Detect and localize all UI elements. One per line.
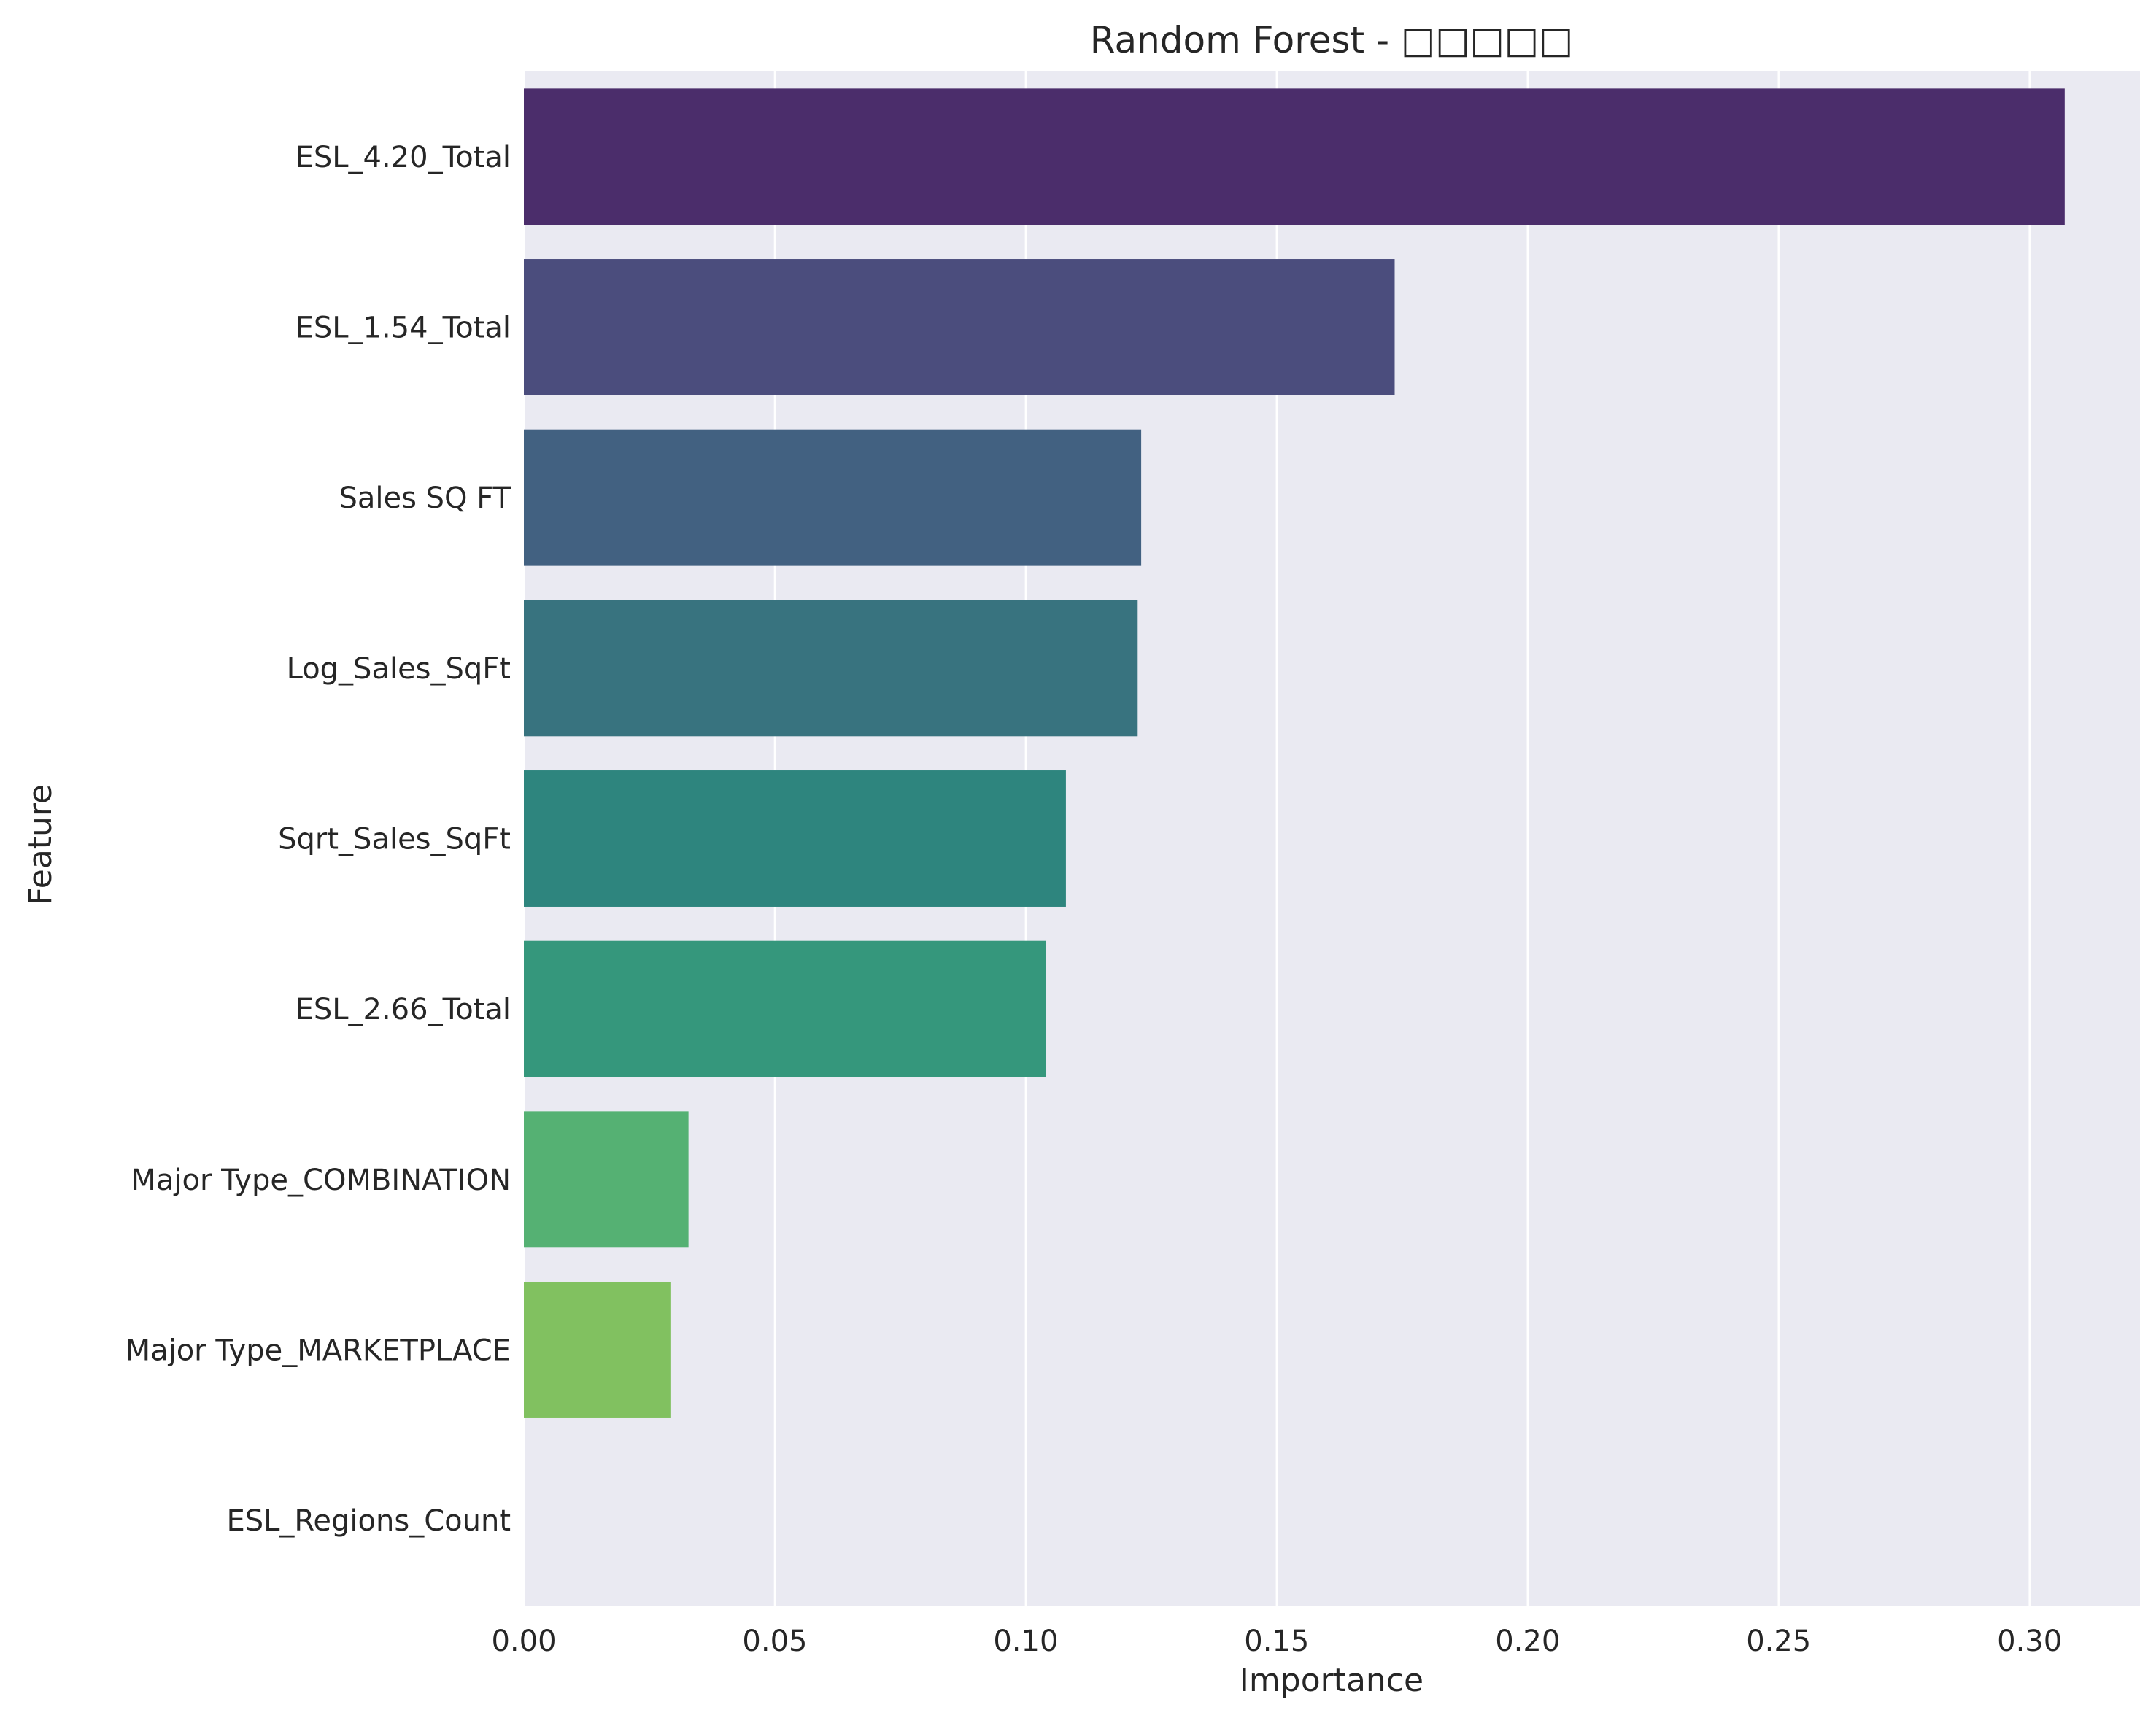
chart-title: Random Forest - □□□□□	[1090, 19, 1573, 61]
x-tick-labels: 0.00 0.05 0.10 0.15 0.20 0.25 0.30	[491, 1625, 2062, 1658]
x-tick-label: 0.10	[993, 1625, 1058, 1658]
x-tick-label: 0.05	[742, 1625, 807, 1658]
bars	[524, 88, 2065, 1418]
y-tick-label: Major Type_MARKETPLACE	[125, 1334, 511, 1368]
bar	[524, 1282, 671, 1418]
bar	[524, 770, 1066, 907]
y-axis-label: Feature	[22, 784, 59, 905]
bar	[524, 940, 1046, 1077]
y-tick-label: ESL_Regions_Count	[226, 1504, 511, 1538]
x-tick-label: 0.30	[1997, 1625, 2062, 1658]
y-tick-label: Sqrt_Sales_SqFt	[278, 823, 511, 856]
x-tick-label: 0.15	[1244, 1625, 1309, 1658]
y-tick-label: Sales SQ FT	[339, 481, 511, 515]
y-tick-label: Major Type_COMBINATION	[131, 1164, 511, 1197]
bar	[524, 429, 1142, 566]
y-tick-label: ESL_4.20_Total	[295, 141, 511, 174]
x-tick-label: 0.25	[1746, 1625, 1811, 1658]
y-tick-labels: ESL_4.20_Total ESL_1.54_Total Sales SQ FT L…	[125, 141, 511, 1538]
y-tick-label: ESL_2.66_Total	[295, 993, 511, 1026]
y-tick-label: Log_Sales_SqFt	[287, 652, 511, 686]
bar	[524, 600, 1138, 737]
bar	[524, 1111, 689, 1248]
x-axis-label: Importance	[1240, 1662, 1423, 1699]
x-tick-label: 0.20	[1495, 1625, 1560, 1658]
y-tick-label: ESL_1.54_Total	[295, 312, 511, 345]
bar	[524, 88, 2065, 225]
bar	[524, 259, 1395, 395]
x-tick-label: 0.00	[491, 1625, 556, 1658]
